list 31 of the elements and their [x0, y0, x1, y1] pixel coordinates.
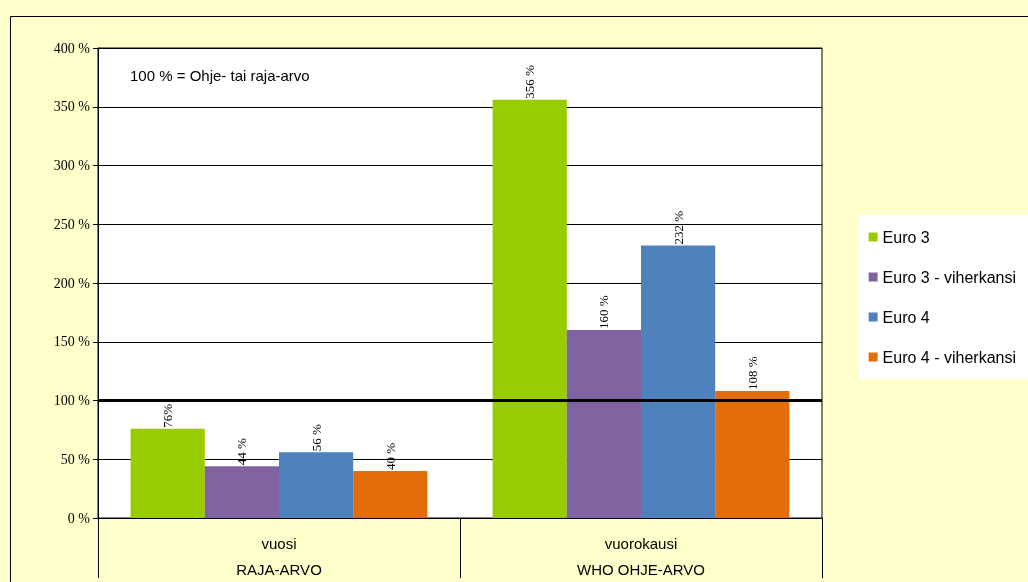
x-tick-label: vuorokausi WHO OHJE-ARVO [576, 534, 706, 578]
legend-label: Euro 4 - viherkansi [882, 348, 1016, 366]
y-tick-label: 400 % [53, 40, 91, 56]
y-tick-label: 200 % [53, 275, 91, 291]
legend-label: Euro 3 [882, 228, 930, 246]
y-tick-label: 250 % [53, 216, 91, 232]
bar [353, 471, 428, 518]
y-tick-label: 350 % [53, 99, 91, 115]
legend-label: Euro 4 [882, 308, 930, 326]
y-tick-label: 0 % [67, 510, 91, 526]
y-tick-label: 100 % [53, 393, 91, 408]
y-tick-label: 300 % [53, 158, 91, 173]
x-tick-label: vuosi RAJA-ARVO [236, 534, 322, 578]
bar [279, 452, 354, 518]
bar [641, 245, 716, 518]
data-label: 44 % [234, 438, 250, 466]
bar [715, 391, 790, 518]
annotation: 100 % = Ohje- tai raja-arvo [130, 67, 310, 84]
y-tick-label: 150 % [53, 334, 91, 350]
y-tick-label: 50 % [60, 451, 91, 467]
data-label: 232 % [670, 210, 686, 245]
data-label: 76% [160, 403, 176, 428]
data-label: 356 % [522, 64, 538, 99]
bar [130, 428, 205, 518]
data-label: 108 % [744, 356, 760, 391]
data-label: 56 % [308, 423, 324, 452]
data-label: 160 % [596, 295, 612, 329]
bar [566, 330, 641, 518]
bar [492, 99, 567, 518]
legend-label: Euro 3 - viherkansi [882, 268, 1016, 286]
bar [204, 466, 279, 518]
